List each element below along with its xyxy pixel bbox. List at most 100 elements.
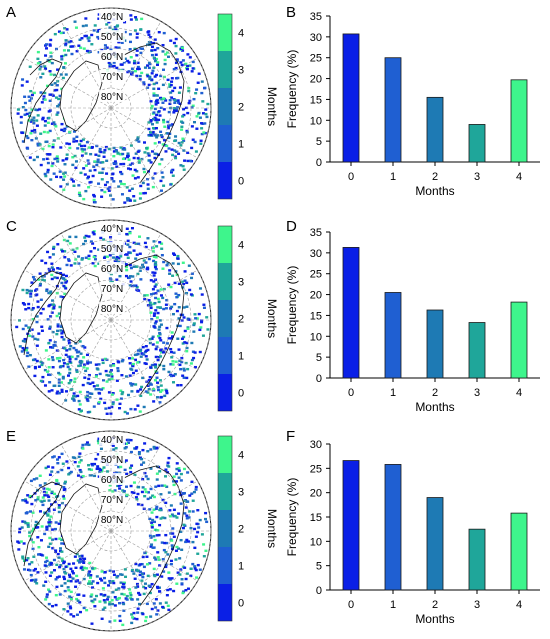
vegetation-pixel [160, 247, 164, 250]
vegetation-pixel [28, 534, 32, 538]
vegetation-pixel [55, 357, 59, 360]
vegetation-pixel [19, 121, 23, 124]
vegetation-pixel [67, 258, 71, 261]
vegetation-pixel [90, 567, 94, 570]
vegetation-pixel [136, 61, 140, 65]
vegetation-pixel [26, 525, 30, 528]
vegetation-pixel [155, 573, 159, 576]
colorbar-tick-label: 4 [238, 450, 244, 462]
vegetation-pixel [47, 341, 51, 345]
vegetation-pixel [154, 283, 158, 286]
vegetation-pixel [159, 339, 163, 342]
vegetation-pixel [50, 83, 54, 86]
vegetation-pixel [131, 362, 135, 366]
vegetation-pixel [21, 499, 25, 502]
vegetation-pixel [121, 157, 125, 161]
vegetation-pixel [55, 276, 59, 280]
vegetation-pixel [140, 385, 144, 389]
vegetation-pixel [46, 153, 50, 156]
vegetation-pixel [128, 189, 132, 192]
vegetation-pixel [103, 401, 107, 405]
vegetation-pixel [163, 484, 167, 487]
vegetation-pixel [32, 122, 36, 125]
vegetation-pixel [137, 159, 141, 162]
vegetation-pixel [176, 337, 180, 340]
vegetation-pixel [164, 501, 168, 505]
vegetation-pixel [194, 150, 198, 153]
vegetation-pixel [62, 238, 66, 242]
vegetation-pixel [69, 596, 73, 600]
vegetation-pixel [153, 538, 157, 542]
vegetation-pixel [124, 459, 128, 462]
vegetation-pixel [190, 480, 194, 484]
vegetation-pixel [41, 116, 45, 120]
vegetation-pixel [64, 565, 68, 568]
vegetation-pixel [97, 29, 101, 32]
vegetation-pixel [109, 63, 113, 67]
vegetation-pixel [196, 81, 200, 84]
vegetation-pixel [61, 159, 65, 162]
vegetation-pixel [150, 104, 154, 108]
vegetation-pixel [69, 40, 73, 43]
vegetation-pixel [108, 603, 112, 606]
vegetation-pixel [57, 384, 61, 388]
vegetation-pixel [132, 61, 136, 65]
vegetation-pixel [153, 142, 157, 145]
vegetation-pixel [39, 132, 43, 135]
vegetation-pixel [58, 170, 62, 173]
vegetation-pixel [47, 524, 51, 528]
vegetation-pixel [30, 93, 34, 97]
colorbar-tick-label: 1 [238, 561, 244, 573]
vegetation-pixel [165, 342, 169, 345]
vegetation-pixel [186, 151, 190, 155]
vegetation-pixel [123, 468, 127, 472]
vegetation-pixel [103, 606, 107, 609]
vegetation-pixel [164, 550, 168, 554]
vegetation-pixel [85, 353, 89, 357]
vegetation-pixel [68, 360, 72, 363]
vegetation-pixel [35, 320, 39, 324]
vegetation-pixel [128, 40, 132, 44]
vegetation-pixel [125, 493, 129, 497]
vegetation-pixel [57, 378, 61, 381]
x-tick-label: 2 [432, 599, 438, 611]
vegetation-pixel [146, 491, 150, 494]
vegetation-pixel [48, 43, 52, 46]
vegetation-pixel [181, 49, 185, 52]
vegetation-pixel [38, 68, 42, 71]
y-tick-label: 5 [316, 561, 322, 573]
vegetation-pixel [96, 439, 100, 443]
vegetation-pixel [140, 352, 144, 355]
vegetation-pixel [153, 520, 157, 524]
vegetation-pixel [21, 339, 25, 343]
bar-month-3 [468, 528, 486, 591]
vegetation-pixel [93, 246, 97, 250]
vegetation-pixel [60, 538, 64, 542]
vegetation-pixel [173, 281, 177, 285]
vegetation-pixel [45, 487, 49, 491]
vegetation-pixel [112, 61, 116, 64]
vegetation-pixel [62, 486, 66, 489]
vegetation-pixel [148, 77, 152, 81]
vegetation-pixel [126, 152, 130, 155]
vegetation-pixel [148, 301, 152, 304]
vegetation-pixel [171, 527, 175, 530]
vegetation-pixel [106, 187, 110, 190]
vegetation-pixel [39, 163, 43, 167]
vegetation-pixel [153, 322, 157, 325]
vegetation-pixel [161, 516, 165, 519]
vegetation-pixel [62, 358, 66, 362]
vegetation-pixel [50, 356, 54, 359]
vegetation-pixel [75, 247, 79, 250]
y-tick-label: 5 [316, 136, 322, 148]
vegetation-pixel [90, 462, 94, 466]
vegetation-pixel [77, 408, 81, 411]
vegetation-pixel [170, 77, 174, 80]
vegetation-pixel [152, 117, 156, 121]
vegetation-pixel [29, 573, 33, 577]
y-tick-label: 30 [310, 439, 322, 451]
y-tick-label: 20 [310, 74, 322, 86]
vegetation-pixel [147, 388, 151, 391]
vegetation-pixel [74, 342, 78, 345]
vegetation-pixel [31, 306, 35, 310]
